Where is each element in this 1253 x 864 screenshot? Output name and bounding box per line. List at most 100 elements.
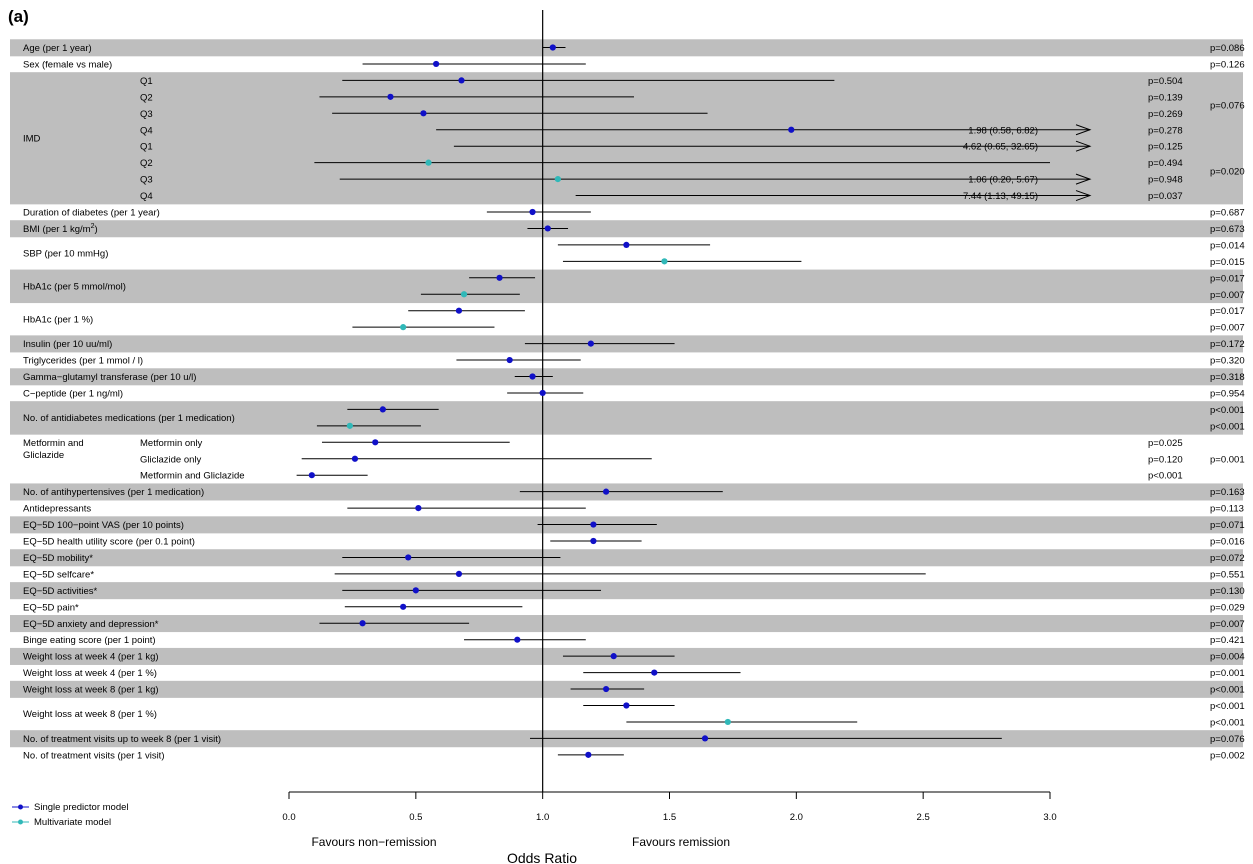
point-single [351,455,359,462]
pvalue: p=0.016 [1210,537,1245,548]
point-single [610,653,617,660]
point-single [539,389,546,397]
pvalue: p=0.017 [1210,273,1245,284]
pvalue: p<0.001 [1210,421,1245,432]
pvalue: p=0.687 [1210,208,1245,219]
row-sublabel: Q1 [140,142,153,153]
row-label: Weight loss at week 4 (per 1 %) [23,668,157,679]
pvalue: p=0.086 [1210,43,1245,54]
forest-row: Weight loss at week 4 (per 1 %) p=0.001 [23,668,1245,679]
forest-row: Q3 p=0.269 [140,109,1183,120]
favours-non-remission-label: Favours non−remission [311,835,436,849]
row-label: EQ−5D selfcare* [23,569,94,580]
ci-annotation: 4.62 (0.65, 32.65) [963,142,1038,153]
row-label: No. of treatment visits (per 1 visit) [23,750,164,761]
bmi-unit-close: ) [94,224,97,235]
point-multivariate [400,324,407,331]
group-label: No. of antidiabetes medications (per 1 m… [23,413,235,424]
x-tick-label: 0.0 [282,812,295,823]
pvalue: p=0.001 [1210,668,1245,679]
row-sublabel: Q3 [140,109,153,120]
row-label: Weight loss at week 8 (per 1 kg) [23,685,159,696]
row-band [10,582,1243,600]
row-band [10,286,1243,304]
row-sublabel: Q4 [140,191,153,202]
forest-row: Duration of diabetes (per 1 year) p=0.687 [23,208,1245,219]
pvalue: p=0.076 [1210,734,1245,745]
group-label: Weight loss at week 8 (per 1 %) [23,709,157,720]
forest-row: Weight loss at week 4 (per 1 kg) p=0.004 [23,652,1245,663]
point-single [788,126,795,133]
row-label: BMI (per 1 kg/m2) [23,223,98,235]
legend-label-single: Single predictor model [34,802,129,813]
x-axis-title: Odds Ratio [507,850,577,864]
row-band [10,401,1243,419]
forest-row: Binge eating score (per 1 point) p=0.421 [23,635,1245,646]
forest-row: C−peptide (per 1 ng/ml) p=0.954 [23,388,1245,399]
row-label: EQ−5D health utility score (per 0.1 poin… [23,537,195,548]
forest-row: Gamma−glutamyl transferase (per 10 u/l) p… [23,372,1245,383]
row-sublabel: Q3 [140,175,153,186]
point-single [514,636,521,643]
x-tick-label: 1.5 [663,812,676,823]
point-single [506,356,513,364]
category-pvalue: p=0.139 [1148,92,1183,103]
group-pvalue: p=0.001 [1210,454,1245,465]
pvalue: p=0.007 [1210,323,1245,334]
pvalue: p=0.017 [1210,306,1245,317]
row-label: EQ−5D 100−point VAS (per 10 points) [23,520,184,531]
forest-row: EQ−5D selfcare* p=0.551 [23,569,1245,580]
group-label: SBP (per 10 mmHg) [23,249,108,260]
row-bands [10,39,1243,748]
point-single [623,241,630,248]
row-sublabel: Gliclazide only [140,454,201,465]
point-single [415,505,422,512]
forest-row: Metformin only p=0.025 [140,438,1183,449]
row-band [10,269,1243,287]
category-pvalue: p=0.125 [1148,142,1183,153]
point-multivariate [724,718,731,726]
point-single [372,439,379,446]
row-sublabel: Q2 [140,92,153,103]
point-single [544,225,551,232]
legend-item-multi: Multivariate model [12,817,111,828]
category-pvalue: p=0.278 [1148,125,1183,136]
x-tick-label: 2.5 [917,812,930,823]
forest-row: No. of treatment visits (per 1 visit) p=0… [23,750,1245,761]
forest-row: Q1 4.62 (0.65, 32.65) p=0.125 [140,140,1183,153]
point-single [455,570,463,578]
pvalue: p=0.007 [1210,290,1245,301]
forest-row: p=0.017 [408,306,1245,317]
row-band [10,220,1243,238]
row-sublabel: Q2 [140,158,153,169]
group-label: IMD [23,133,41,144]
row-sublabel: Metformin and Gliclazide [140,471,245,482]
legend: Single predictor model Multivariate mode… [12,802,129,828]
x-tick-label: 1.0 [536,812,549,823]
forest-row: Q4 1.98 (0.58, 6.82) p=0.278 [140,124,1183,136]
pvalue: p=0.007 [1210,619,1245,630]
row-layer: Age (per 1 year) p=0.086 Sex (female vs ma… [23,43,1245,761]
pvalue: p<0.001 [1210,405,1245,416]
legend-item-single: Single predictor model [12,802,129,813]
row-label: Sex (female vs male) [23,59,112,70]
forest-row: Metformin and Gliclazide p<0.001 [140,471,1183,482]
forest-row: EQ−5D health utility score (per 0.1 poin… [23,537,1245,548]
forest-row: No. of treatment visits up to week 8 (pe… [23,734,1245,745]
point-single [587,340,594,347]
row-band [10,615,1243,633]
point-single [529,373,536,380]
forest-row: p<0.001 [583,701,1245,712]
forest-row: Age (per 1 year) p=0.086 [23,43,1245,54]
forest-row: p<0.001 [626,717,1245,728]
point-single [602,488,610,495]
category-pvalue: p=0.037 [1148,191,1183,202]
row-label: Age (per 1 year) [23,43,92,54]
forest-row: p<0.001 [347,405,1245,416]
point-single [308,472,315,479]
forest-row: BMI (per 1 kg/m2) p=0.673 [23,223,1245,235]
ci-overflow-arrow [1075,140,1092,152]
pvalue: p=0.029 [1210,602,1245,613]
forest-row: p=0.007 [352,323,1245,334]
